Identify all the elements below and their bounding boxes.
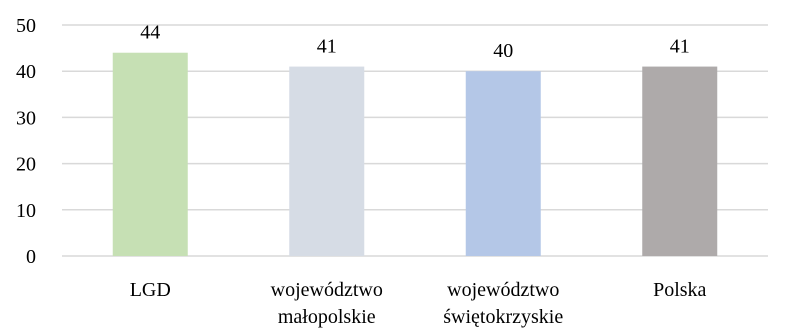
data-label: 40	[493, 40, 513, 62]
category-label-line: świętokrzyskie	[443, 306, 563, 328]
bar	[289, 66, 365, 256]
bars	[112, 52, 718, 256]
category-label: LGD	[130, 279, 171, 301]
category-label: Polska	[653, 279, 706, 301]
y-tick-label: 0	[26, 246, 36, 268]
y-tick-label: 40	[16, 61, 36, 83]
y-tick-label: 30	[16, 107, 36, 129]
y-axis-tick-labels: 0 10 20 30 40 50	[16, 15, 36, 268]
category-label-line: Polska	[653, 279, 706, 301]
category-label-line: województwo	[447, 279, 559, 301]
bar	[642, 66, 718, 256]
category-label: województwo małopolskie	[271, 279, 383, 328]
data-label: 44	[140, 22, 160, 44]
y-tick-label: 10	[16, 200, 36, 222]
y-tick-label: 20	[16, 154, 36, 176]
category-label-line: województwo	[271, 279, 383, 301]
y-tick-label: 50	[16, 15, 36, 37]
category-label-line: małopolskie	[278, 306, 376, 328]
data-label: 41	[317, 36, 337, 58]
category-label-line: LGD	[130, 279, 171, 301]
data-labels: 44 41 40 41	[140, 22, 690, 62]
data-label: 41	[670, 36, 690, 58]
category-label: województwo świętokrzyskie	[443, 279, 563, 328]
category-labels: LGD województwo małopolskie województwo świę…	[130, 279, 707, 328]
bar	[112, 52, 188, 256]
bar	[465, 71, 541, 256]
